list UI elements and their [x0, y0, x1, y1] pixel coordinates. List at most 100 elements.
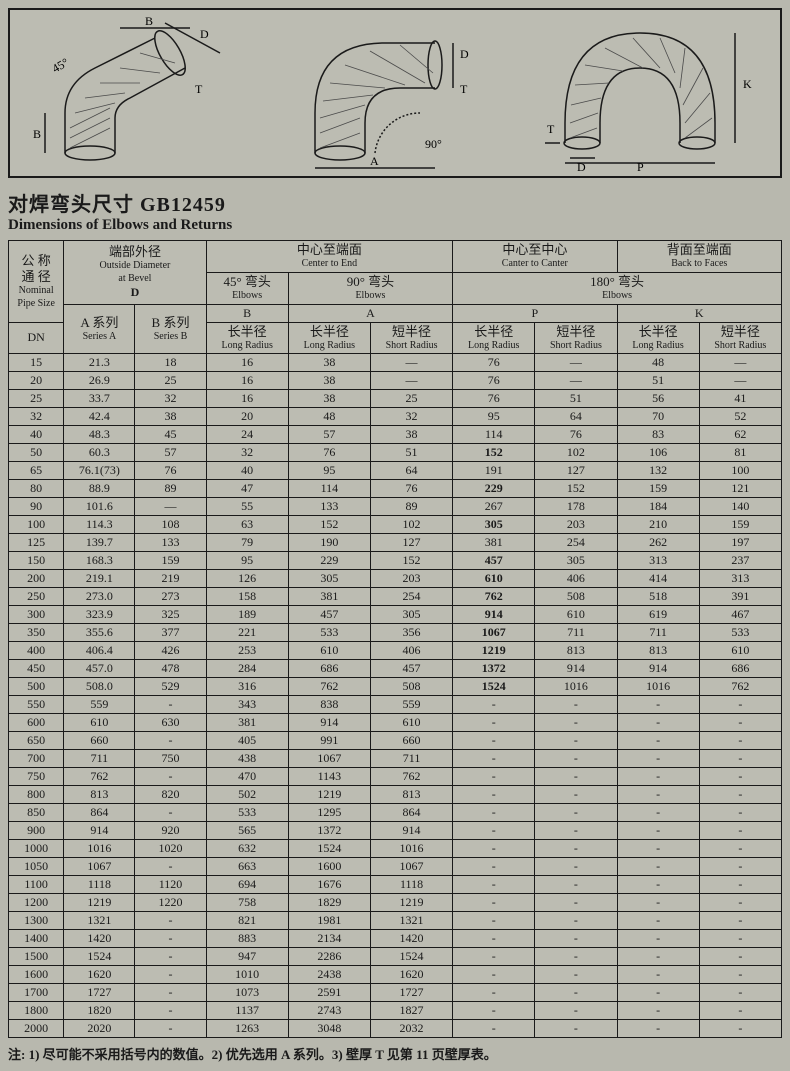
cell-dn: 200 — [9, 570, 64, 588]
cell-plr: - — [453, 1020, 535, 1038]
cell-ksr: 121 — [699, 480, 781, 498]
cell-sa: 762 — [64, 768, 135, 786]
cell-asr: 1067 — [370, 858, 452, 876]
cell-asr: 254 — [370, 588, 452, 606]
cell-ksr: 467 — [699, 606, 781, 624]
svg-text:45°: 45° — [50, 55, 72, 76]
cell-plr: - — [453, 750, 535, 768]
svg-text:D: D — [460, 47, 469, 61]
table-row: 200219.1219126305203610406414313 — [9, 570, 782, 588]
cell-sb: 32 — [135, 390, 206, 408]
cell-sa: 864 — [64, 804, 135, 822]
cell-alr: 152 — [288, 516, 370, 534]
hdr-P: P — [453, 304, 617, 322]
cell-klr: 518 — [617, 588, 699, 606]
cell-plr: 381 — [453, 534, 535, 552]
cell-plr: - — [453, 786, 535, 804]
cell-sa: 660 — [64, 732, 135, 750]
cell-dn: 700 — [9, 750, 64, 768]
cell-ksr: 313 — [699, 570, 781, 588]
cell-sb: 133 — [135, 534, 206, 552]
cell-klr: - — [617, 984, 699, 1002]
cell-b: 821 — [206, 912, 288, 930]
cell-psr: 813 — [535, 642, 617, 660]
cell-klr: 159 — [617, 480, 699, 498]
cell-asr: 305 — [370, 606, 452, 624]
cell-plr: 305 — [453, 516, 535, 534]
cell-klr: 132 — [617, 462, 699, 480]
cell-dn: 125 — [9, 534, 64, 552]
cell-ksr: — — [699, 354, 781, 372]
cell-ksr: 41 — [699, 390, 781, 408]
cell-sb: - — [135, 768, 206, 786]
cell-ksr: 81 — [699, 444, 781, 462]
hdr-90: 90° 弯头Elbows — [288, 272, 452, 304]
cell-b: 947 — [206, 948, 288, 966]
cell-sb: 76 — [135, 462, 206, 480]
cell-alr: 2438 — [288, 966, 370, 984]
cell-dn: 550 — [9, 696, 64, 714]
cell-asr: 1620 — [370, 966, 452, 984]
cell-alr: 2743 — [288, 1002, 370, 1020]
cell-sb: 219 — [135, 570, 206, 588]
cell-sa: 355.6 — [64, 624, 135, 642]
cell-dn: 1050 — [9, 858, 64, 876]
cell-b: 24 — [206, 426, 288, 444]
svg-text:T: T — [547, 122, 555, 136]
hdr-dn: DN — [9, 322, 64, 354]
cell-ksr: - — [699, 732, 781, 750]
cell-klr: - — [617, 804, 699, 822]
cell-psr: - — [535, 876, 617, 894]
cell-ksr: 140 — [699, 498, 781, 516]
cell-klr: 106 — [617, 444, 699, 462]
hdr-ctc: 中心至中心 Canter to Canter — [453, 241, 617, 273]
hdr-k-lr: 长半径Long Radius — [617, 322, 699, 354]
svg-text:D: D — [200, 27, 209, 41]
cell-sa: 219.1 — [64, 570, 135, 588]
cell-asr: 64 — [370, 462, 452, 480]
table-row: 16001620-101024381620---- — [9, 966, 782, 984]
cell-ksr: 533 — [699, 624, 781, 642]
cell-plr: 1524 — [453, 678, 535, 696]
cell-asr: — — [370, 372, 452, 390]
cell-sb: 25 — [135, 372, 206, 390]
cell-psr: - — [535, 804, 617, 822]
cell-asr: 25 — [370, 390, 452, 408]
cell-sb: 478 — [135, 660, 206, 678]
cell-dn: 1700 — [9, 984, 64, 1002]
cell-asr: 2032 — [370, 1020, 452, 1038]
cell-dn: 40 — [9, 426, 64, 444]
cell-b: 47 — [206, 480, 288, 498]
cell-psr: 305 — [535, 552, 617, 570]
cell-sa: 508.0 — [64, 678, 135, 696]
cell-b: 883 — [206, 930, 288, 948]
cell-dn: 1500 — [9, 948, 64, 966]
cell-klr: - — [617, 948, 699, 966]
cell-plr: - — [453, 858, 535, 876]
cell-ksr: 762 — [699, 678, 781, 696]
table-row: 750762-4701143762---- — [9, 768, 782, 786]
cell-dn: 650 — [9, 732, 64, 750]
cell-b: 470 — [206, 768, 288, 786]
title-block: 对焊弯头尺寸 GB12459 Dimensions of Elbows and … — [8, 188, 782, 234]
hdr-k-sr: 短半径Short Radius — [699, 322, 781, 354]
cell-b: 405 — [206, 732, 288, 750]
cell-dn: 350 — [9, 624, 64, 642]
cell-sb: 325 — [135, 606, 206, 624]
cell-dn: 1000 — [9, 840, 64, 858]
hdr-A: A — [288, 304, 452, 322]
cell-alr: 838 — [288, 696, 370, 714]
cell-dn: 1200 — [9, 894, 64, 912]
cell-psr: 76 — [535, 426, 617, 444]
cell-dn: 15 — [9, 354, 64, 372]
cell-plr: - — [453, 894, 535, 912]
cell-sa: 26.9 — [64, 372, 135, 390]
cell-plr: 152 — [453, 444, 535, 462]
table-body: 1521.3181638—76—48—2026.9251638—76—51—25… — [9, 354, 782, 1038]
cell-asr: 813 — [370, 786, 452, 804]
cell-asr: 864 — [370, 804, 452, 822]
hdr-nominal: 公 称 通 径 Nominal Pipe Size — [9, 241, 64, 323]
cell-klr: 70 — [617, 408, 699, 426]
hdr-45: 45° 弯头Elbows — [206, 272, 288, 304]
cell-psr: 178 — [535, 498, 617, 516]
